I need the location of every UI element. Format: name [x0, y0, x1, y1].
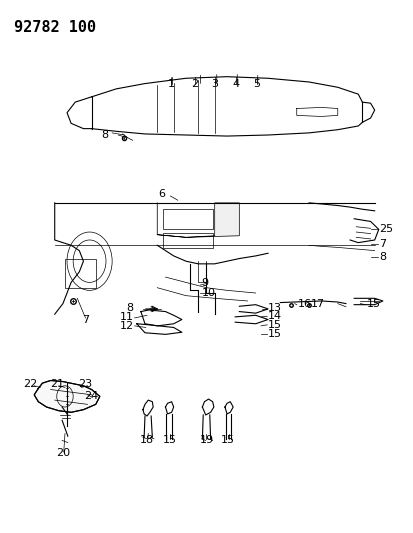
Text: 21: 21 [50, 379, 64, 389]
Text: 11: 11 [119, 312, 133, 322]
Text: 15: 15 [163, 435, 177, 446]
Text: 4: 4 [233, 78, 240, 88]
Polygon shape [157, 203, 239, 237]
Text: 6: 6 [159, 189, 166, 199]
Text: 16: 16 [298, 298, 311, 309]
Text: 13: 13 [268, 303, 282, 313]
Bar [164, 209, 213, 229]
Text: 5: 5 [253, 78, 260, 88]
Text: 25: 25 [379, 224, 393, 235]
Text: 9: 9 [202, 278, 209, 288]
Text: 20: 20 [56, 448, 70, 458]
Text: 8: 8 [126, 303, 133, 313]
Text: 22: 22 [23, 379, 37, 389]
Text: 15: 15 [268, 320, 282, 330]
Text: 8: 8 [101, 130, 108, 140]
Text: 24: 24 [84, 391, 98, 401]
Text: 92782 100: 92782 100 [14, 20, 96, 35]
Bar [164, 233, 213, 248]
Text: 15: 15 [221, 435, 235, 446]
Text: 15: 15 [366, 298, 380, 309]
Text: 3: 3 [211, 78, 218, 88]
Text: 23: 23 [78, 379, 93, 389]
Text: 7: 7 [82, 314, 89, 325]
Text: 2: 2 [192, 78, 199, 88]
Polygon shape [34, 381, 100, 413]
Text: 1: 1 [168, 78, 175, 88]
Text: 19: 19 [199, 435, 214, 446]
Text: 18: 18 [140, 435, 154, 446]
Text: 17: 17 [311, 298, 325, 309]
Text: 12: 12 [119, 321, 133, 331]
Text: 8: 8 [379, 252, 386, 262]
Text: 14: 14 [268, 311, 282, 321]
Text: 7: 7 [379, 239, 386, 249]
Text: 15: 15 [268, 329, 282, 340]
Text: 10: 10 [202, 288, 216, 298]
